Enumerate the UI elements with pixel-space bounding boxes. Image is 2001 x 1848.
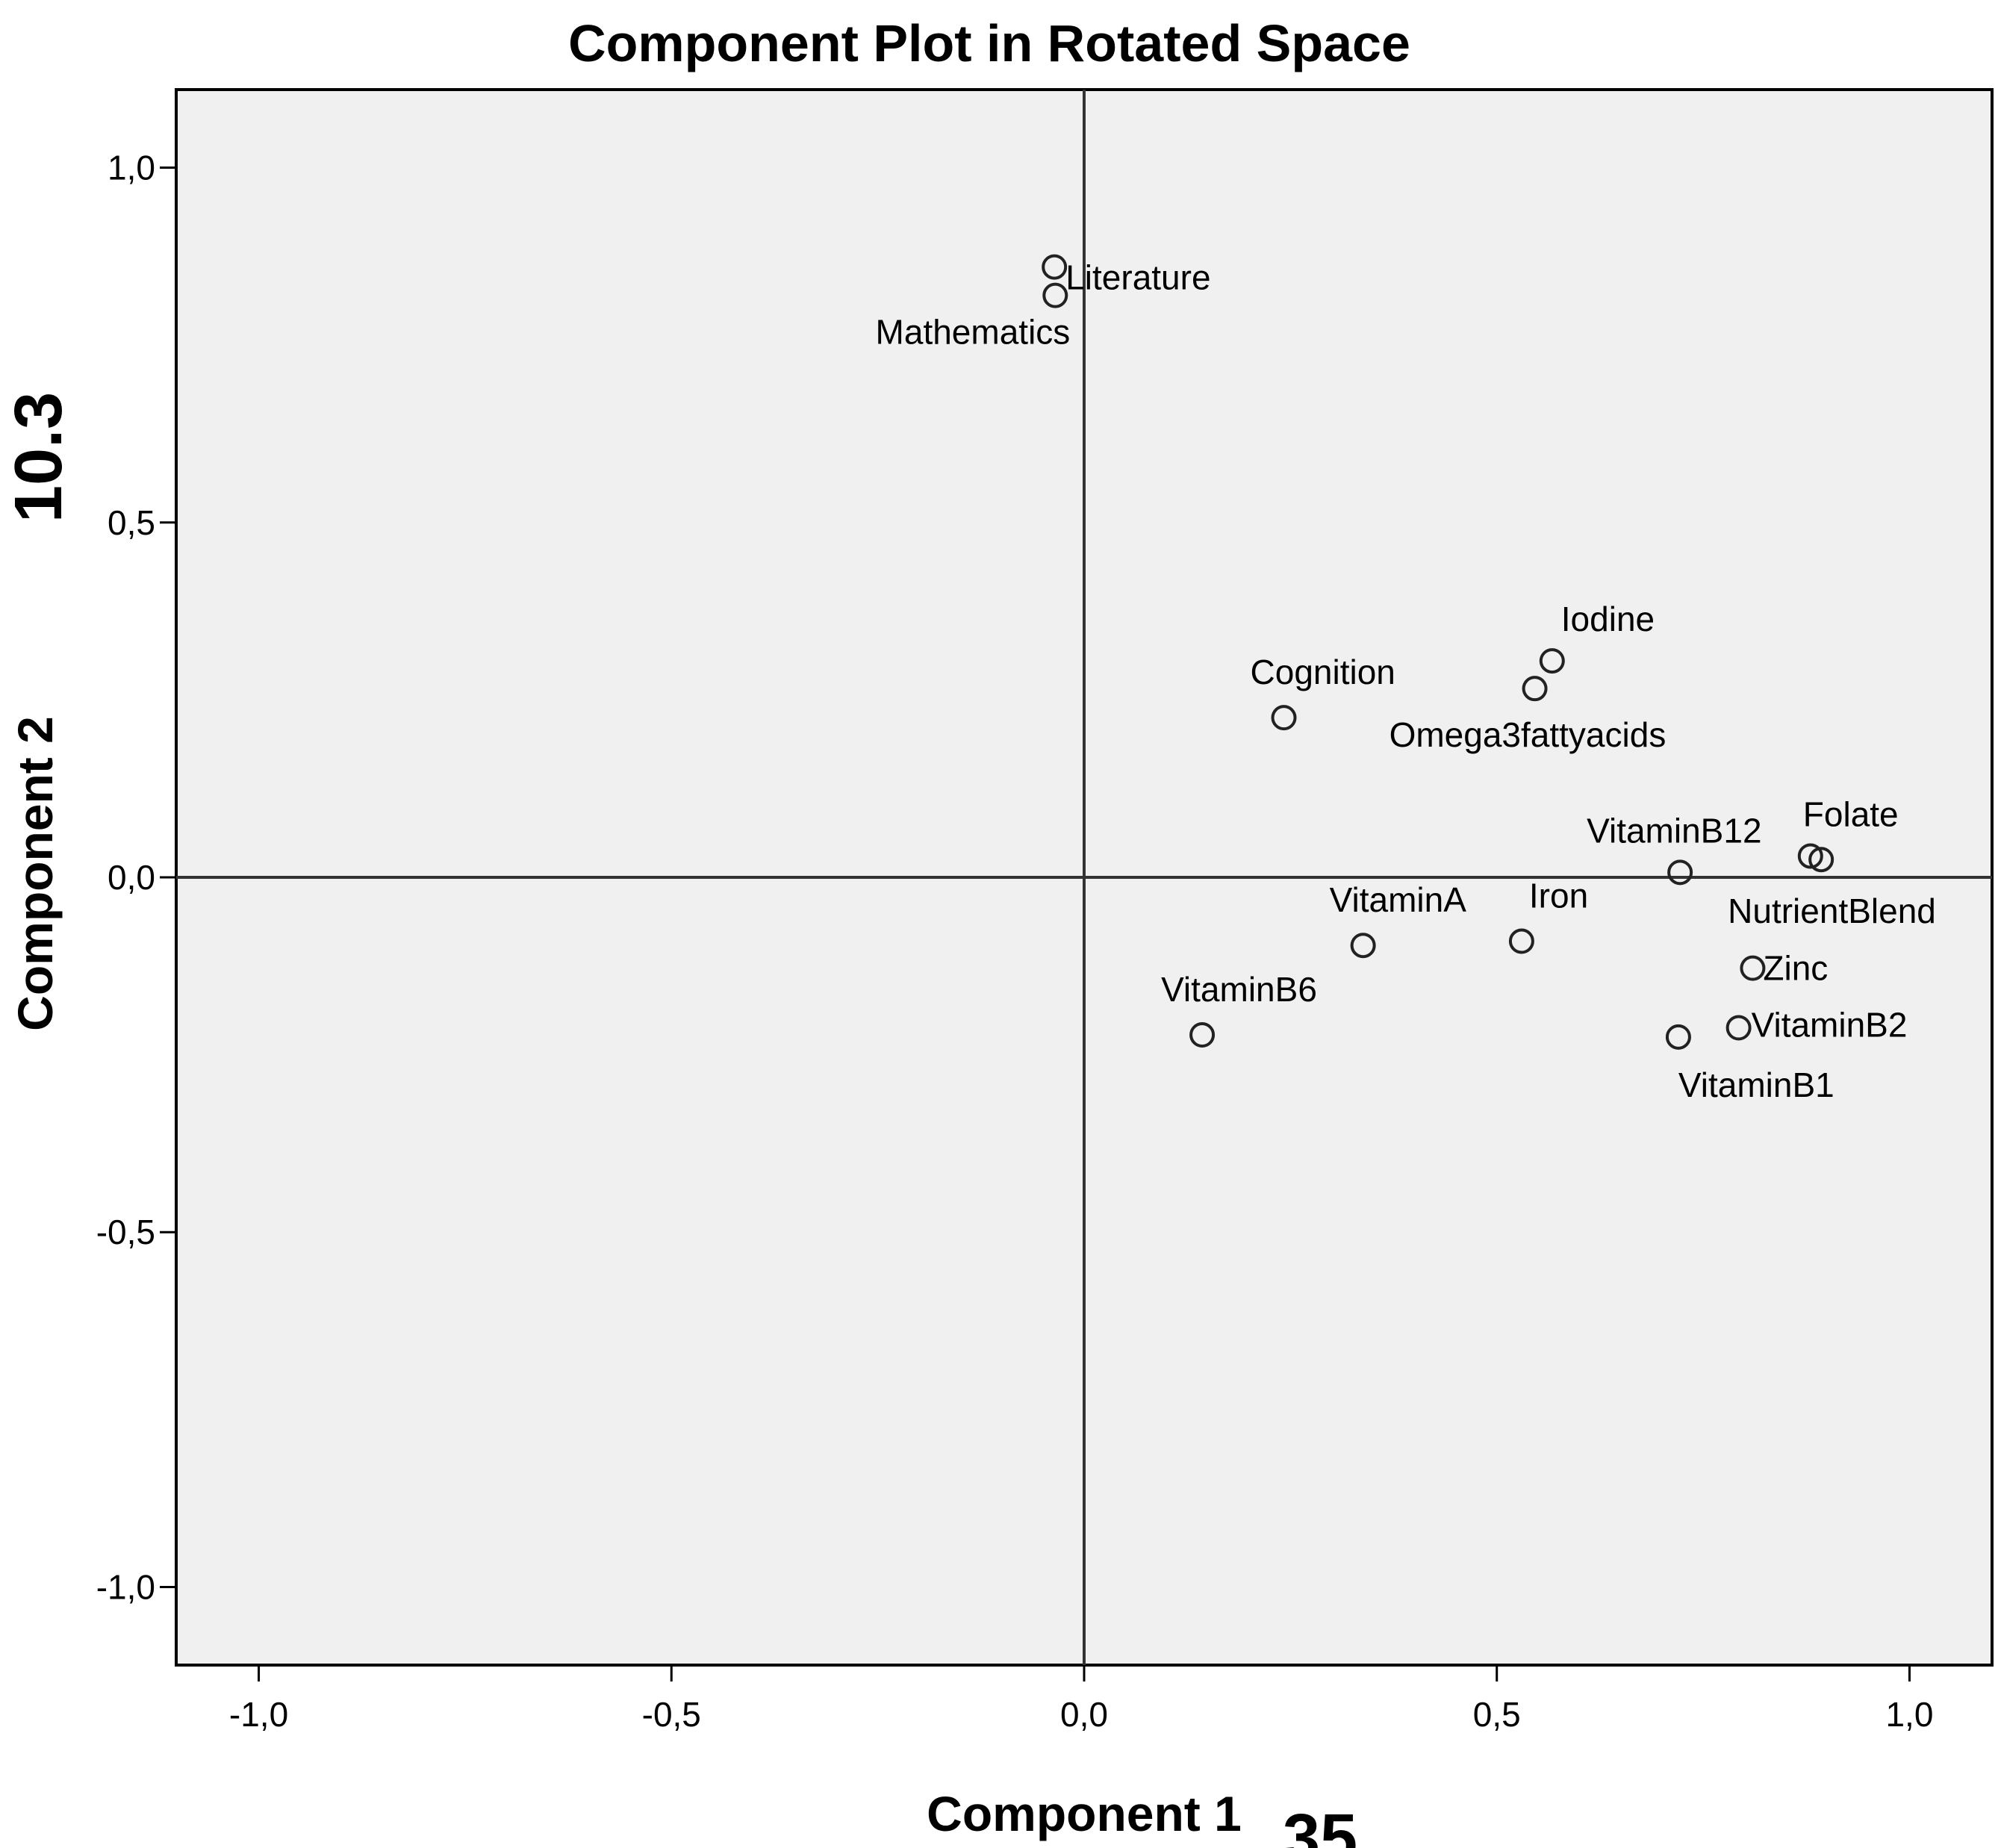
y-tick-label: -1,0: [96, 1567, 155, 1606]
point-labels: Literature Mathematics Cognition Iodine Omeg…: [876, 258, 1936, 1104]
point-vitaminb6: [1189, 1022, 1216, 1048]
point-vitaminb1: [1665, 1024, 1691, 1050]
x-axis: -1,0 -0,5 0,0 0,5 1,0: [229, 1665, 1933, 1734]
x-tick-label: 0,5: [1473, 1695, 1521, 1734]
scatter-points: [1042, 254, 1834, 1050]
point-label: VitaminA: [1330, 880, 1467, 919]
x-tick-label: -0,5: [642, 1695, 701, 1734]
point-mathematics: [1042, 282, 1068, 308]
point-label: VitaminB2: [1752, 1005, 1908, 1044]
point-label: Literature: [1065, 258, 1210, 297]
point-label: Omega3fattyacids: [1390, 715, 1667, 754]
point-label: Iodine: [1561, 600, 1655, 638]
point-label: Folate: [1803, 794, 1899, 833]
stray-text-left: 10.3: [1, 392, 76, 523]
x-tick-label: 1,0: [1885, 1695, 1933, 1734]
stray-text-bottom: 35: [1283, 1801, 1357, 1848]
point-label: Cognition: [1251, 653, 1395, 691]
point-label: VitaminB6: [1161, 970, 1317, 1009]
point-iron: [1508, 928, 1534, 954]
x-tick-label: 0,0: [1060, 1695, 1108, 1734]
y-axis: -1,0 -0,5 0,0 0,5 1,0: [96, 149, 176, 1606]
y-tick-label: -0,5: [96, 1213, 155, 1251]
y-tick-label: 0,5: [108, 503, 155, 542]
x-tick-label: -1,0: [229, 1695, 288, 1734]
point-omega3fattyacids: [1522, 676, 1548, 702]
point-label: Mathematics: [876, 313, 1071, 352]
point-iodine: [1539, 648, 1565, 674]
x-axis-title: Component 1: [927, 1786, 1242, 1841]
point-nutrientblend: [1808, 847, 1834, 873]
y-tick-label: 0,0: [108, 858, 155, 897]
point-zinc: [1740, 955, 1766, 981]
point-label: Iron: [1529, 877, 1588, 915]
point-label: VitaminB1: [1678, 1065, 1834, 1104]
chart-title: Component Plot in Rotated Space: [568, 14, 1410, 72]
point-vitaminb12: [1667, 859, 1693, 886]
point-vitaminb2: [1725, 1015, 1752, 1041]
point-cognition: [1271, 705, 1297, 731]
y-axis-title: Component 2: [7, 716, 63, 1031]
point-label: Zinc: [1763, 949, 1828, 988]
point-label: VitaminB12: [1587, 811, 1761, 850]
point-vitamina: [1350, 933, 1376, 959]
point-literature: [1042, 254, 1068, 280]
point-label: NutrientBlend: [1728, 892, 1936, 930]
point-folate: [1797, 843, 1823, 869]
y-tick-label: 1,0: [108, 149, 155, 187]
